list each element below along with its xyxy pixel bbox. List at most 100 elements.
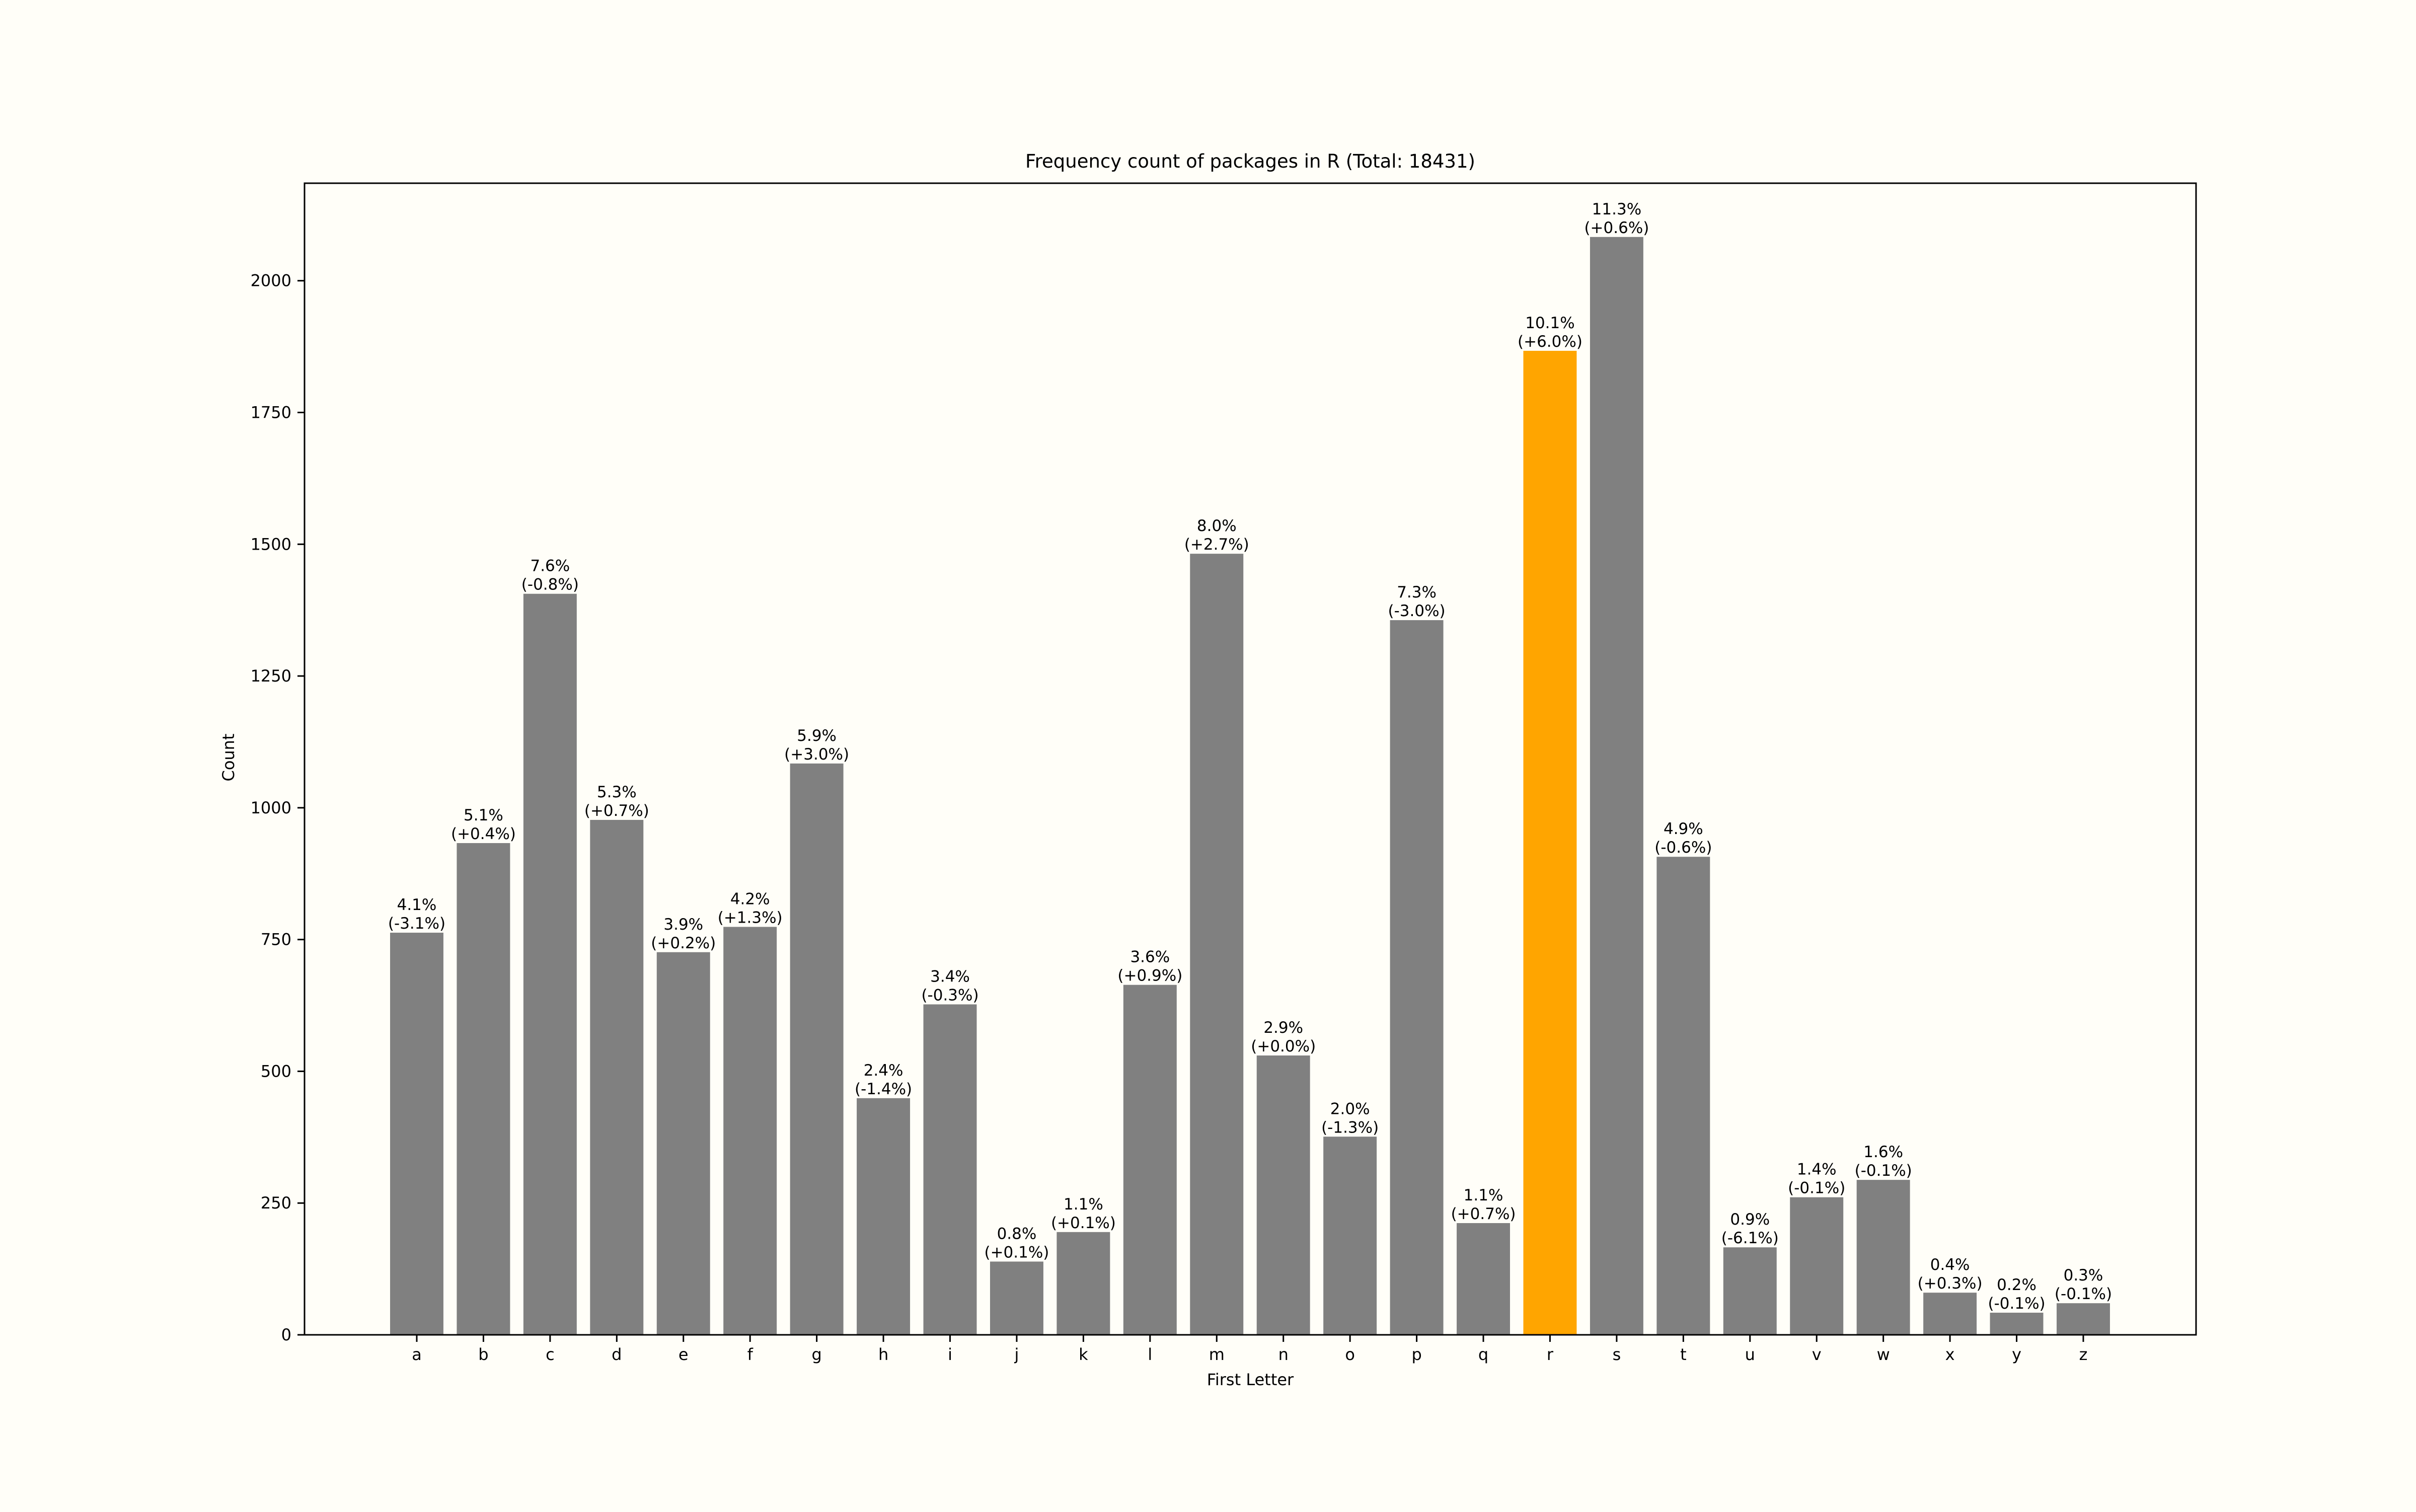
bar-label-diff-x: (+0.3%) (1918, 1274, 1983, 1293)
bar-label-pct-k: 1.1% (1064, 1195, 1103, 1214)
bar-label-pct-q: 1.1% (1464, 1186, 1503, 1204)
x-tick-label-g: g (811, 1345, 821, 1364)
bar-label-diff-e: (+0.2%) (651, 934, 716, 952)
bar-label-pct-m: 8.0% (1197, 517, 1237, 535)
bar-label-diff-s: (+0.6%) (1584, 219, 1649, 237)
bar-label-pct-u: 0.9% (1730, 1211, 1770, 1229)
y-tick-label-750: 750 (261, 930, 291, 949)
chart-title: Frequency count of packages in R (Total:… (1025, 150, 1475, 172)
bar-label-pct-t: 4.9% (1664, 820, 1703, 838)
bar-label-pct-w: 1.6% (1863, 1143, 1903, 1161)
bar-label-pct-h: 2.4% (864, 1062, 903, 1080)
x-tick-label-w: w (1877, 1345, 1890, 1364)
bar-label-diff-o: (-1.3%) (1321, 1118, 1379, 1137)
bar-label-pct-e: 3.9% (663, 916, 703, 934)
bar-label-pct-d: 5.3% (597, 783, 637, 801)
bar-label-diff-m: (+2.7%) (1184, 536, 1249, 554)
bar-label-diff-a: (-3.1%) (388, 915, 445, 933)
y-axis-label: Count (219, 733, 238, 781)
bar-label-diff-d: (+0.7%) (584, 802, 649, 820)
x-tick-label-j: j (1014, 1345, 1019, 1364)
bar-label-diff-z: (-0.1%) (2055, 1285, 2112, 1303)
bar-c (523, 593, 577, 1335)
x-tick-label-o: o (1345, 1345, 1355, 1364)
bar-label-pct-i: 3.4% (930, 967, 970, 986)
x-tick-label-f: f (747, 1345, 753, 1364)
bar-d (590, 819, 644, 1335)
bar-b (457, 843, 510, 1335)
y-tick-label-250: 250 (261, 1193, 291, 1213)
bar-z (2057, 1303, 2110, 1335)
x-tick-label-z: z (2079, 1345, 2088, 1364)
x-tick-label-x: x (1945, 1345, 1955, 1364)
y-tick-label-500: 500 (261, 1062, 291, 1081)
bar-label-diff-f: (+1.3%) (718, 909, 783, 927)
x-axis-label: First Letter (1207, 1370, 1294, 1389)
bar-label-pct-v: 1.4% (1797, 1161, 1837, 1179)
bar-label-diff-n: (+0.0%) (1251, 1037, 1316, 1055)
bar-label-diff-b: (+0.4%) (451, 825, 516, 843)
x-tick-label-n: n (1278, 1345, 1289, 1364)
bar-y (1990, 1313, 2044, 1335)
bar-x (1923, 1293, 1977, 1335)
bar-label-diff-l: (+0.9%) (1117, 967, 1182, 985)
x-tick-label-a: a (412, 1345, 422, 1364)
bar-label-pct-j: 0.8% (997, 1225, 1037, 1243)
x-tick-label-y: y (2012, 1345, 2021, 1364)
bar-label-diff-w: (-0.1%) (1855, 1162, 1912, 1180)
bar-label-pct-z: 0.3% (2064, 1266, 2103, 1284)
bar-v (1790, 1197, 1844, 1335)
bar-label-diff-u: (-6.1%) (1721, 1229, 1779, 1247)
x-tick-label-r: r (1547, 1345, 1554, 1364)
bars-layer (390, 237, 2110, 1335)
bar-r (1523, 350, 1577, 1335)
x-tick-label-t: t (1680, 1345, 1687, 1364)
x-tick-label-m: m (1209, 1345, 1225, 1364)
x-axis-ticks: a b c d e f g h i j k l m n o p q r s t u v w x y z (412, 1335, 2087, 1364)
y-tick-label-1000: 1000 (251, 798, 291, 817)
bar-label-diff-q: (+0.7%) (1451, 1205, 1516, 1223)
bar-s (1590, 237, 1643, 1335)
bar-label-diff-y: (-0.1%) (1988, 1295, 2045, 1313)
bar-label-pct-y: 0.2% (1997, 1276, 2036, 1294)
x-tick-label-d: d (612, 1345, 622, 1364)
y-tick-label-1500: 1500 (251, 535, 291, 554)
bar-label-pct-b: 5.1% (464, 806, 503, 824)
plot-area-frame (304, 182, 2197, 1336)
bar-label-diff-k: (+0.1%) (1051, 1214, 1116, 1232)
y-tick-label-2000: 2000 (251, 271, 291, 290)
y-axis-ticks: 0 250 500 750 1000 1250 1500 1750 2000 (251, 271, 305, 1344)
bar-label-pct-l: 3.6% (1130, 948, 1170, 966)
bar-label-pct-g: 5.9% (797, 727, 837, 745)
x-tick-label-l: l (1148, 1345, 1152, 1364)
bar-label-pct-s: 11.3% (1592, 200, 1641, 218)
x-tick-label-s: s (1613, 1345, 1621, 1364)
bar-e (656, 952, 710, 1335)
y-tick-label-0: 0 (281, 1325, 291, 1344)
y-tick-label-1750: 1750 (251, 403, 291, 422)
bar-h (857, 1098, 911, 1335)
bar-label-diff-t: (-0.6%) (1654, 839, 1712, 857)
y-tick-label-1250: 1250 (251, 666, 291, 686)
bar-label-pct-c: 7.6% (530, 557, 570, 575)
bar-label-diff-h: (-1.4%) (855, 1080, 912, 1098)
bar-q (1457, 1223, 1511, 1335)
x-tick-label-q: q (1478, 1345, 1488, 1364)
x-tick-label-e: e (678, 1345, 689, 1364)
bar-k (1056, 1232, 1110, 1335)
bar-j (990, 1261, 1043, 1335)
bar-g (790, 763, 844, 1335)
bar-label-diff-g: (+3.0%) (784, 745, 849, 764)
bar-label-pct-f: 4.2% (730, 890, 770, 909)
bar-label-diff-j: (+0.1%) (984, 1243, 1049, 1261)
x-tick-label-i: i (948, 1345, 952, 1364)
x-tick-label-u: u (1745, 1345, 1755, 1364)
bar-n (1256, 1055, 1310, 1335)
bar-label-diff-r: (+6.0%) (1518, 333, 1582, 351)
bar-label-pct-o: 2.0% (1330, 1100, 1370, 1118)
x-tick-label-c: c (546, 1345, 555, 1364)
bar-label-pct-p: 7.3% (1397, 583, 1437, 601)
bar-m (1190, 554, 1244, 1335)
